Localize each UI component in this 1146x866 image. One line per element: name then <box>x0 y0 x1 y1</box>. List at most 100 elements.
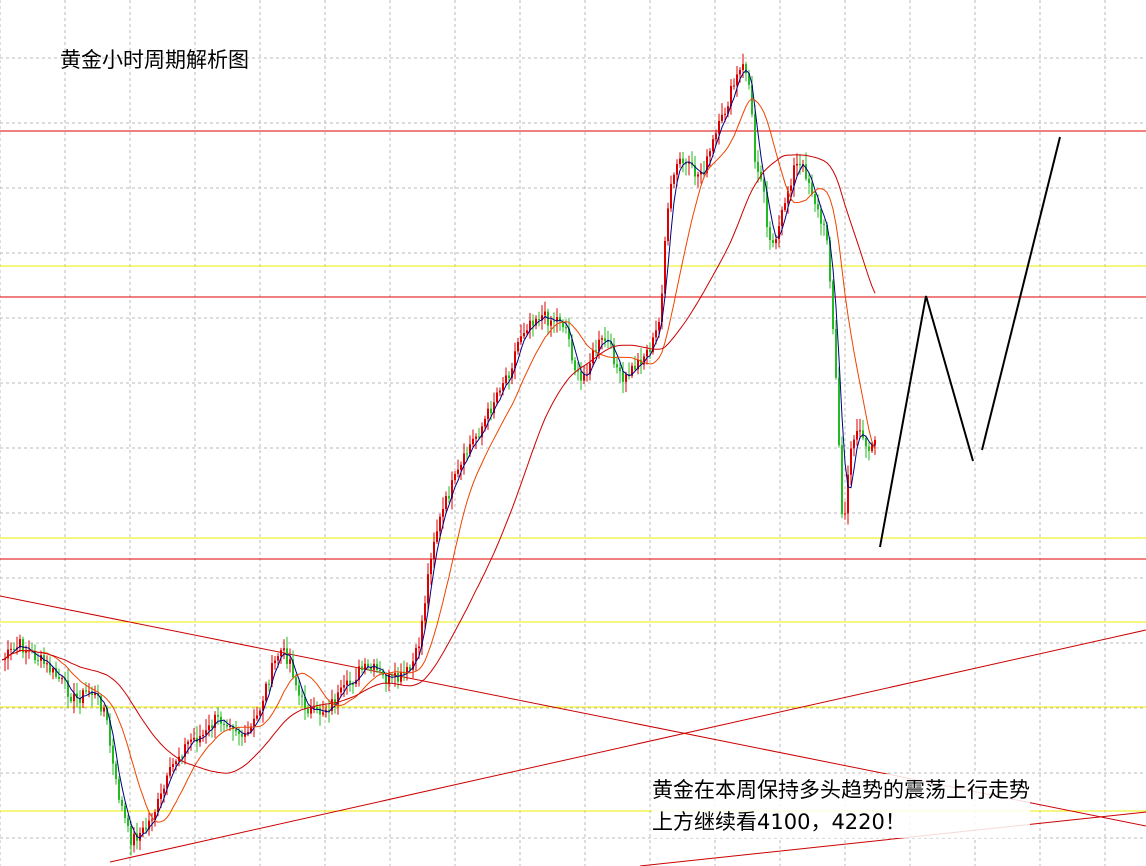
candle-body <box>781 209 783 226</box>
candle-body <box>367 663 369 667</box>
candle-body <box>124 805 126 818</box>
candle-body <box>34 650 36 661</box>
candle-body <box>361 666 363 670</box>
candle-body <box>172 764 174 768</box>
candle-body <box>556 317 558 322</box>
candle-body <box>757 161 759 172</box>
candle-body <box>649 349 651 353</box>
candle-body <box>478 436 480 438</box>
candle-body <box>88 691 90 693</box>
candle-body <box>259 710 261 716</box>
candle-body <box>316 707 318 709</box>
candle-body <box>724 113 726 115</box>
candle-body <box>784 203 786 210</box>
candle-body <box>106 707 108 721</box>
candle-body <box>637 359 639 370</box>
candle-body <box>502 382 504 391</box>
candle-body <box>550 320 552 326</box>
candle-body <box>388 674 390 685</box>
candle-body <box>76 693 78 698</box>
candle-body <box>247 731 249 734</box>
candle-body <box>868 446 870 451</box>
candle-body <box>682 158 684 164</box>
candle-body <box>343 685 345 688</box>
candle-body <box>337 692 339 705</box>
candle-body <box>187 741 189 745</box>
candle-body <box>652 337 654 353</box>
candle-body <box>838 377 840 446</box>
candlesticks <box>4 53 876 856</box>
candle-body <box>298 685 300 696</box>
candle-body <box>574 360 576 371</box>
candle-body <box>718 120 720 134</box>
candle-body <box>439 516 441 532</box>
candle-body <box>817 204 819 210</box>
candle-body <box>727 106 729 114</box>
candle-body <box>703 171 705 174</box>
candle-body <box>310 707 312 714</box>
candle-body <box>256 715 258 719</box>
candle-body <box>67 680 69 697</box>
candle-body <box>130 826 132 846</box>
candle-body <box>7 649 9 659</box>
candle-body <box>463 453 465 465</box>
candle-body <box>103 707 105 712</box>
candle-body <box>349 680 351 684</box>
candle-body <box>100 696 102 712</box>
candle-body <box>46 663 48 665</box>
candle-body <box>787 190 789 204</box>
trendline <box>639 811 1146 866</box>
candle-body <box>10 648 12 650</box>
candle-body <box>496 392 498 403</box>
candle-body <box>664 240 666 294</box>
candle-body <box>274 660 276 664</box>
candle-body <box>244 733 246 737</box>
candle-body <box>145 827 147 830</box>
candle-body <box>424 603 426 621</box>
candle-body <box>859 430 861 432</box>
candle-body <box>334 699 336 705</box>
candle-body <box>385 675 387 685</box>
candle-body <box>820 209 822 224</box>
candle-body <box>373 663 375 670</box>
candle-body <box>184 744 186 758</box>
candle-body <box>127 817 129 827</box>
candle-body <box>790 185 792 191</box>
candle-body <box>118 779 120 800</box>
candle-body <box>535 318 537 326</box>
candle-body <box>685 163 687 165</box>
candle-body <box>562 321 564 328</box>
candle-body <box>307 709 309 714</box>
candle-body <box>61 678 63 680</box>
candle-body <box>136 833 138 841</box>
candle-body <box>640 359 642 365</box>
candle-body <box>265 683 267 701</box>
candle-body <box>490 408 492 414</box>
forecast-path <box>879 136 1061 548</box>
candle-body <box>721 114 723 121</box>
candle-body <box>793 165 795 186</box>
candle-body <box>217 714 219 717</box>
candle-body <box>457 469 459 474</box>
candle-body <box>40 655 42 661</box>
candle-body <box>871 445 873 451</box>
candle-body <box>541 315 543 321</box>
candle-body <box>514 351 516 369</box>
candle-body <box>160 793 162 799</box>
candle-body <box>211 725 213 728</box>
candle-body <box>433 541 435 559</box>
ma-fast-line <box>1 69 876 839</box>
candle-body <box>808 178 810 184</box>
candle-body <box>454 473 456 481</box>
annotation-line: 黄金在本周保持多头趋势的震荡上行走势 <box>652 778 1030 802</box>
candle-body <box>736 74 738 86</box>
candle-body <box>772 239 774 244</box>
candle-body <box>805 164 807 179</box>
candle-body <box>319 708 321 715</box>
candle-body <box>607 341 609 343</box>
candle-body <box>697 174 699 177</box>
candle-body <box>826 224 828 241</box>
candle-body <box>604 338 606 342</box>
candle-body <box>85 690 87 692</box>
candle-body <box>133 833 135 846</box>
